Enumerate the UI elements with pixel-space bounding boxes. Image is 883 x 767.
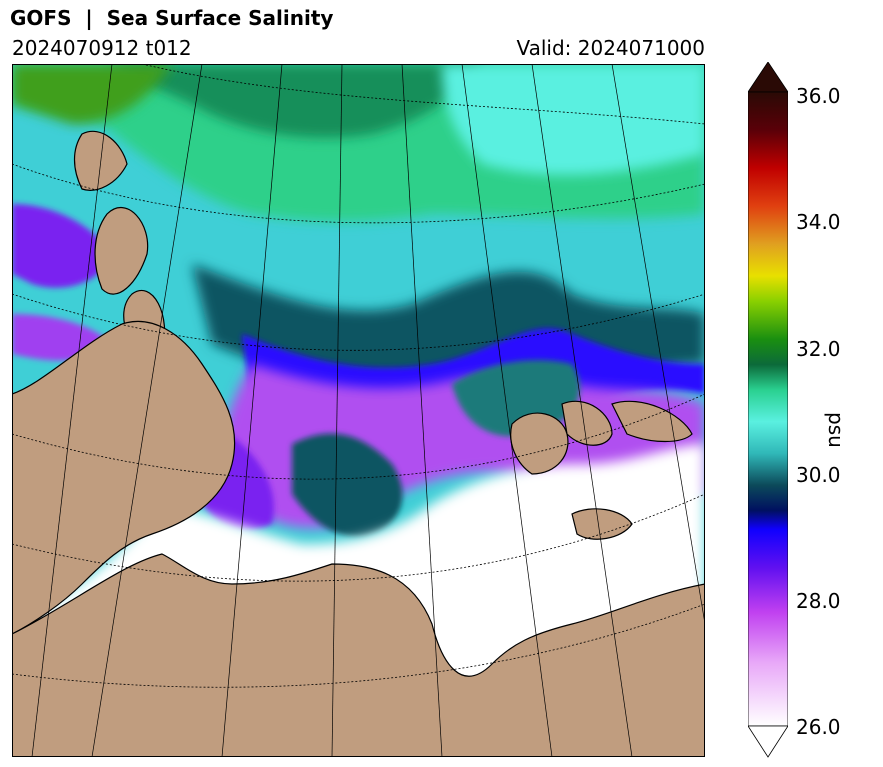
map-frame bbox=[12, 64, 705, 757]
colorbar-tick-label: 34.0 bbox=[796, 210, 841, 234]
colorbar-tick-label: 36.0 bbox=[796, 84, 841, 108]
colorbar-extend-top bbox=[748, 62, 788, 93]
colorbar-unit-label: psu bbox=[824, 412, 848, 448]
novaya-zemlya bbox=[73, 130, 166, 359]
west-purple-patch bbox=[12, 204, 112, 288]
chart-title: GOFS | Sea Surface Salinity bbox=[10, 6, 334, 30]
salinity-map bbox=[12, 64, 705, 757]
colorbar-tick-label: 28.0 bbox=[796, 589, 841, 613]
run-time-label: 2024070912 t012 bbox=[12, 36, 192, 60]
colorbar-tick-label: 32.0 bbox=[796, 337, 841, 361]
siberian-mainland bbox=[12, 553, 705, 757]
colorbar-gradient bbox=[748, 91, 788, 727]
dark-green-region bbox=[102, 64, 482, 138]
colorbar-tick-label: 26.0 bbox=[796, 715, 841, 739]
colorbar-tick-label: 30.0 bbox=[796, 463, 841, 487]
graticule bbox=[12, 64, 705, 688]
valid-time-label: Valid: 2024071000 bbox=[516, 36, 705, 60]
small-island bbox=[571, 508, 633, 540]
colorbar-extend-bottom bbox=[748, 725, 788, 758]
teal-tongue bbox=[292, 433, 403, 537]
meridians bbox=[31, 64, 705, 757]
colorbar bbox=[748, 62, 788, 758]
olive-region bbox=[12, 64, 172, 124]
cyan-band bbox=[442, 64, 705, 175]
yamal-coast bbox=[12, 320, 236, 635]
